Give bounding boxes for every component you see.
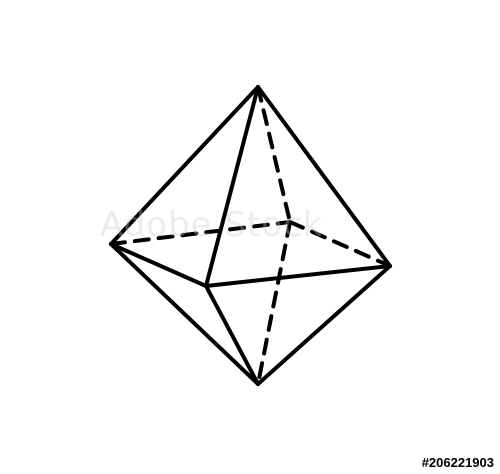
hidden-edge-top-back xyxy=(256,85,292,224)
hidden-edge-left-back xyxy=(109,220,292,246)
edge-left-front xyxy=(109,242,208,288)
hidden-edge-back-right xyxy=(288,220,392,268)
edge-right-bottom xyxy=(256,264,392,386)
stock-id-label: #206221903 xyxy=(421,455,494,470)
edge-top-front xyxy=(204,85,260,288)
edge-top-right xyxy=(256,85,392,268)
edge-front-right xyxy=(204,264,392,288)
edge-top-left xyxy=(109,85,260,246)
hidden-edge-back-bottom xyxy=(256,220,292,386)
edge-front-bottom xyxy=(204,284,260,386)
edge-left-bottom xyxy=(109,242,260,386)
